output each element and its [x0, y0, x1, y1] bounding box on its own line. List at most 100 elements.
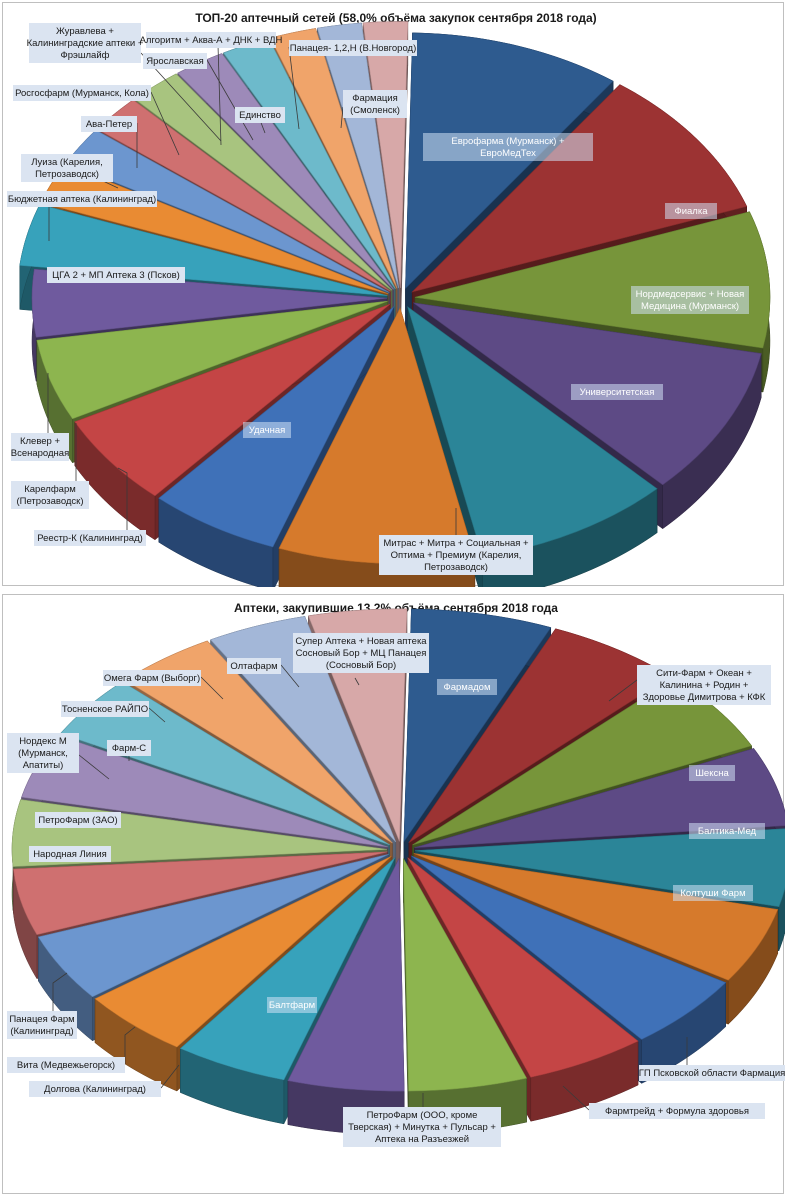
label-box — [29, 846, 111, 862]
slice-label-text: (Сосновый Бор) — [326, 660, 396, 671]
label-box — [589, 1103, 765, 1119]
label-box — [146, 32, 276, 48]
slice-label: Балтфарм — [267, 997, 317, 1013]
slice-label-text: ПетроФарм (ЗАО) — [38, 815, 117, 826]
slice-label: Народная Линия — [29, 846, 111, 862]
label-box — [343, 90, 407, 118]
label-box — [107, 740, 151, 756]
slice-label-text: Удачная — [249, 425, 286, 436]
slice-label-text: Бюджетная аптека (Калининград) — [8, 194, 156, 205]
slice-label-text: Нордекс М — [19, 736, 67, 747]
slice-label: Реестр-К (Калининград) — [34, 467, 146, 546]
slice-labels: Еврофарма (Мурманск) +ЕвроМедТех Фиалка Но… — [7, 23, 749, 575]
slice-label-text: Тверская) + Минутка + Пульсар + — [348, 1122, 496, 1133]
slice-label: Фармация(Смоленск) — [340, 90, 407, 129]
label-box — [103, 670, 201, 686]
slice-label-text: ЕвроМедТех — [480, 148, 536, 159]
slice-label-text: Фармация — [352, 93, 398, 104]
slice-label-text: ГП Псковской области Фармация — [639, 1068, 785, 1079]
slice-label-text: Медицина (Мурманск) — [641, 301, 739, 312]
label-box — [243, 422, 291, 438]
slice-label: Карелфарм(Петрозаводск) — [11, 423, 89, 509]
slice-label-text: Луиза (Карелия, — [31, 157, 103, 168]
slice-label-text: Омега Фарм (Выборг) — [104, 673, 200, 684]
label-box — [7, 1011, 77, 1039]
slice-label-text: Росгосфарм (Мурманск, Кола) — [15, 88, 149, 99]
slice-label-text: Еврофарма (Мурманск) + — [451, 136, 565, 147]
label-box — [61, 701, 149, 717]
slice-label: Ава-Петер — [81, 116, 138, 168]
slice-label-text: Алгоритм + Аква-А + ДНК + ВДН — [140, 35, 283, 46]
slice-label: Нордекс М(Мурманск,Апатиты) — [7, 733, 110, 780]
label-box — [689, 765, 735, 781]
slice-label: Омега Фарм (Выборг) — [103, 670, 224, 700]
slice-label-text: Журавлева + — [56, 26, 114, 37]
slice-label: Фиалка — [665, 203, 717, 219]
slice-label: Ярославская — [143, 53, 254, 141]
slice-label-text: Шексна — [695, 768, 729, 779]
label-box — [81, 116, 137, 132]
chart-panel-pharmacies: Аптеки, закупившие 13,2% объёма сентября… — [2, 594, 785, 1194]
slice-label: Клевер +Всенародная — [11, 373, 69, 461]
pie-slice — [403, 857, 528, 1136]
slice-label: Митрас + Митра + Социальная +Оптима + Пр… — [379, 508, 533, 575]
slice-label-text: (Петрозаводск) — [16, 496, 83, 507]
slice-label-text: Калинина + Родин + — [660, 680, 749, 691]
slice-label: Единство — [235, 107, 285, 134]
slice-label-text: Здоровье Димитрова + КФК — [643, 692, 766, 703]
label-box — [235, 107, 285, 123]
slice-label-text: Тосненское РАЙПО — [62, 703, 148, 715]
slice-label-text: Фарм-С — [112, 743, 146, 754]
slice-label-text: Сосновый Бор + МЦ Панацея — [296, 648, 427, 659]
slice-label-text: Единство — [239, 110, 281, 121]
slice-label: Фарм-С — [107, 740, 151, 761]
slice-label: Панацея Фарм(Калининград) — [7, 972, 77, 1039]
label-box — [665, 203, 717, 219]
label-box — [29, 1081, 161, 1097]
leader-line — [160, 1064, 180, 1089]
leader-line — [150, 91, 180, 156]
slice-label-text: Супер Аптека + Новая аптека — [295, 636, 427, 647]
label-box — [35, 812, 121, 828]
slice-label-text: ЦГА 2 + МП Аптека 3 (Псков) — [52, 270, 180, 281]
label-box — [437, 679, 497, 695]
chart-panel-top20: ТОП-20 аптечный сетей (58,0% объёма заку… — [2, 2, 784, 587]
slice-label: Алгоритм + Аква-А + ДНК + ВДН — [140, 32, 283, 146]
label-box — [571, 384, 663, 400]
slice-label-text: ПетроФарм (ООО, кроме — [367, 1110, 478, 1121]
label-box — [11, 481, 89, 509]
slice-label-text: Всенародная — [11, 448, 69, 459]
slice-label: Еврофарма (Мурманск) +ЕвроМедТех — [423, 133, 593, 161]
slice-label: Университетская — [571, 384, 663, 400]
leader-line — [52, 972, 68, 1011]
slice-label: Колтуши Фарм — [673, 885, 753, 901]
slice-label-text: Панацея- 1,2,Н (В.Новгород) — [290, 43, 417, 54]
slice-label: Балтика-Мед — [689, 823, 765, 839]
slice-label-text: Петрозаводск) — [424, 562, 488, 573]
label-box — [343, 1107, 501, 1147]
slice-label-text: Аптека на Разъезжей — [375, 1134, 469, 1145]
slice-label-text: Оптима + Премиум (Карелия, — [391, 550, 522, 561]
slice-label-text: Калининградские аптеки + — [27, 38, 144, 49]
slice-label: Долгова (Калининград) — [29, 1064, 180, 1097]
label-box — [7, 191, 157, 207]
label-box — [379, 535, 533, 575]
slice-label-text: Вита (Медвежьегорск) — [17, 1060, 115, 1071]
slice-label-text: Фрэшлайф — [61, 50, 110, 61]
slice-label-text: Фиалка — [674, 206, 708, 217]
label-box — [47, 267, 185, 283]
slice-label: Фармадом — [437, 679, 497, 695]
leader-line — [124, 1026, 136, 1064]
slice-label-text: Клевер + — [20, 436, 61, 447]
leader-line — [78, 754, 110, 780]
slice-label-text: Апатиты) — [23, 760, 64, 771]
slice-label-text: Балтика-Мед — [698, 826, 757, 837]
leader-line — [280, 664, 300, 688]
slice-label: Вита (Медвежьегорск) — [7, 1026, 136, 1073]
slice-labels: Фармадом Сити-Фарм + Океан +Калинина + Ро… — [7, 633, 785, 1147]
leader-line — [217, 44, 222, 146]
slice-label: Журавлева +Калининградские аптеки +Фрэшл… — [27, 23, 222, 142]
slice-label-text: Митрас + Митра + Социальная + — [383, 538, 529, 549]
slice-label-text: Карелфарм — [24, 484, 76, 495]
